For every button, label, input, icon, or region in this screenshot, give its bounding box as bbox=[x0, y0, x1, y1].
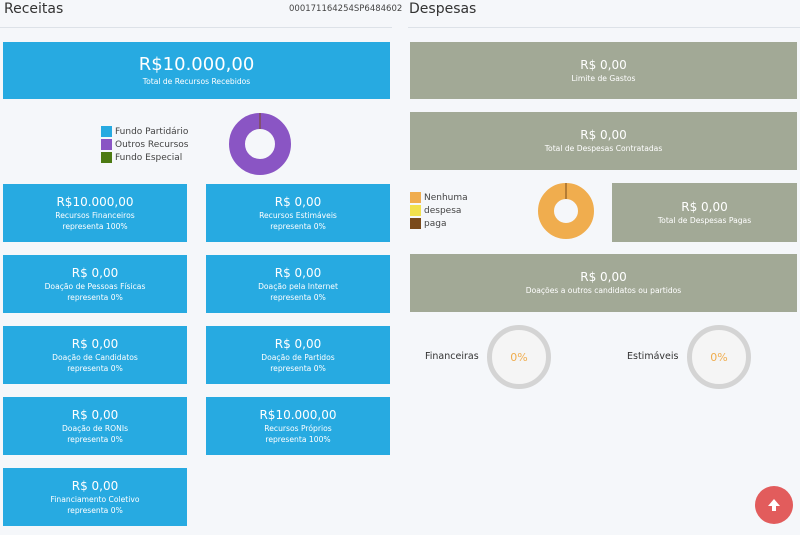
doacao-pessoas-fisicas-label: Doação de Pessoas Físicas bbox=[44, 281, 146, 291]
doacao-candidatos-card: R$ 0,00 Doação de Candidatos representa 0% bbox=[3, 326, 187, 384]
total-recursos-card: R$10.000,00 Total de Recursos Recebidos bbox=[3, 42, 390, 99]
doacao-partidos-label: Doação de Partidos bbox=[261, 352, 335, 362]
doacao-pessoas-fisicas-pct: representa 0% bbox=[67, 292, 123, 302]
doacao-ronis-card: R$ 0,00 Doação de RONIs representa 0% bbox=[3, 397, 187, 455]
legend-item-despesa: despesa bbox=[410, 204, 468, 217]
legend-label: Nenhuma bbox=[424, 192, 468, 203]
legend-swatch bbox=[410, 205, 421, 216]
receitas-legend: Fundo Partidário Outros Recursos Fundo E… bbox=[101, 125, 189, 164]
legend-label: Outros Recursos bbox=[115, 139, 189, 150]
doacoes-outros-amount: R$ 0,00 bbox=[580, 270, 627, 284]
recursos-financeiros-card: R$10.000,00 Recursos Financeiros represent… bbox=[3, 184, 187, 242]
legend-swatch bbox=[410, 192, 421, 203]
arrow-up-icon bbox=[768, 499, 780, 511]
recursos-financeiros-amount: R$10.000,00 bbox=[56, 194, 134, 209]
legend-label: paga bbox=[424, 218, 447, 229]
doacao-internet-pct: representa 0% bbox=[270, 292, 326, 302]
despesas-title: Despesas bbox=[409, 1, 477, 17]
despesas-pagas-card: R$ 0,00 Total de Despesas Pagas bbox=[612, 183, 797, 242]
financiamento-coletivo-pct: representa 0% bbox=[67, 505, 123, 515]
doacao-partidos-card: R$ 0,00 Doação de Partidos representa 0% bbox=[206, 326, 390, 384]
gauge-financeiras-label: Financeiras bbox=[425, 351, 479, 362]
doacao-ronis-pct: representa 0% bbox=[67, 434, 123, 444]
despesas-legend: Nenhuma despesa paga bbox=[410, 191, 468, 230]
receitas-title: Receitas bbox=[4, 1, 64, 17]
doacao-partidos-pct: representa 0% bbox=[270, 363, 326, 373]
legend-label: despesa bbox=[424, 205, 462, 216]
legend-swatch bbox=[101, 152, 112, 163]
gauge-estimaveis-value: 0% bbox=[710, 350, 728, 364]
despesas-divider bbox=[408, 27, 800, 28]
limite-gastos-label: Limite de Gastos bbox=[571, 73, 636, 83]
doacao-candidatos-amount: R$ 0,00 bbox=[71, 336, 119, 351]
gauge-estimaveis-label: Estimáveis bbox=[627, 351, 679, 362]
doacoes-outros-label: Doações a outros candidatos ou partidos bbox=[525, 286, 682, 295]
recursos-estimaveis-label: Recursos Estimáveis bbox=[259, 210, 337, 220]
despesas-contratadas-amount: R$ 0,00 bbox=[580, 128, 627, 142]
legend-swatch bbox=[410, 218, 421, 229]
doacao-internet-amount: R$ 0,00 bbox=[274, 265, 322, 280]
recursos-proprios-label: Recursos Próprios bbox=[264, 423, 332, 433]
legend-item-fundo-partidario: Fundo Partidário bbox=[101, 125, 189, 138]
despesas-donut-chart bbox=[538, 183, 594, 239]
despesas-contratadas-label: Total de Despesas Contratadas bbox=[544, 144, 663, 153]
doacao-internet-label: Doação pela Internet bbox=[258, 281, 338, 291]
doacao-ronis-label: Doação de RONIs bbox=[61, 423, 129, 433]
gauge-financeiras: 0% bbox=[487, 325, 551, 389]
limite-gastos-card: R$ 0,00 Limite de Gastos bbox=[410, 42, 797, 99]
receitas-donut-chart bbox=[229, 113, 291, 175]
despesas-pagas-label: Total de Despesas Pagas bbox=[657, 215, 752, 225]
despesas-pagas-amount: R$ 0,00 bbox=[681, 199, 728, 214]
doacao-internet-card: R$ 0,00 Doação pela Internet representa 0% bbox=[206, 255, 390, 313]
scroll-top-button[interactable] bbox=[755, 486, 793, 524]
recursos-proprios-amount: R$10.000,00 bbox=[259, 407, 337, 422]
doacao-candidatos-label: Doação de Candidatos bbox=[52, 352, 138, 362]
recursos-estimaveis-card: R$ 0,00 Recursos Estimáveis representa 0% bbox=[206, 184, 390, 242]
legend-item-fundo-especial: Fundo Especial bbox=[101, 151, 189, 164]
doacao-partidos-amount: R$ 0,00 bbox=[274, 336, 322, 351]
doacoes-outros-card: R$ 0,00 Doações a outros candidatos ou p… bbox=[410, 254, 797, 312]
financiamento-coletivo-amount: R$ 0,00 bbox=[71, 478, 119, 493]
legend-swatch bbox=[101, 126, 112, 137]
doacao-candidatos-pct: representa 0% bbox=[67, 363, 123, 373]
gauge-estimaveis: 0% bbox=[687, 325, 751, 389]
recursos-proprios-pct: representa 100% bbox=[265, 434, 331, 444]
doacao-ronis-amount: R$ 0,00 bbox=[71, 407, 119, 422]
candidate-code: 000171164254SP6484602 bbox=[289, 4, 403, 14]
recursos-estimaveis-pct: representa 0% bbox=[270, 221, 326, 231]
legend-label: Fundo Partidário bbox=[115, 126, 189, 137]
receitas-divider bbox=[0, 27, 392, 28]
legend-item-paga: paga bbox=[410, 217, 468, 230]
recursos-financeiros-pct: representa 100% bbox=[62, 221, 128, 231]
limite-gastos-amount: R$ 0,00 bbox=[580, 57, 627, 72]
doacao-pessoas-fisicas-card: R$ 0,00 Doação de Pessoas Físicas represen… bbox=[3, 255, 187, 313]
legend-swatch bbox=[101, 139, 112, 150]
legend-item-nenhuma: Nenhuma bbox=[410, 191, 468, 204]
total-recursos-label: Total de Recursos Recebidos bbox=[142, 77, 251, 86]
financiamento-coletivo-card: R$ 0,00 Financiamento Coletivo representa … bbox=[3, 468, 187, 526]
doacao-pessoas-fisicas-amount: R$ 0,00 bbox=[71, 265, 119, 280]
legend-item-outros-recursos: Outros Recursos bbox=[101, 138, 189, 151]
financiamento-coletivo-label: Financiamento Coletivo bbox=[50, 494, 140, 504]
despesas-contratadas-card: R$ 0,00 Total de Despesas Contratadas bbox=[410, 112, 797, 170]
total-recursos-amount: R$10.000,00 bbox=[138, 54, 255, 75]
recursos-proprios-card: R$10.000,00 Recursos Próprios representa 1… bbox=[206, 397, 390, 455]
recursos-estimaveis-amount: R$ 0,00 bbox=[274, 194, 322, 209]
legend-label: Fundo Especial bbox=[115, 152, 183, 163]
gauge-financeiras-value: 0% bbox=[510, 350, 528, 364]
recursos-financeiros-label: Recursos Financeiros bbox=[55, 210, 135, 220]
